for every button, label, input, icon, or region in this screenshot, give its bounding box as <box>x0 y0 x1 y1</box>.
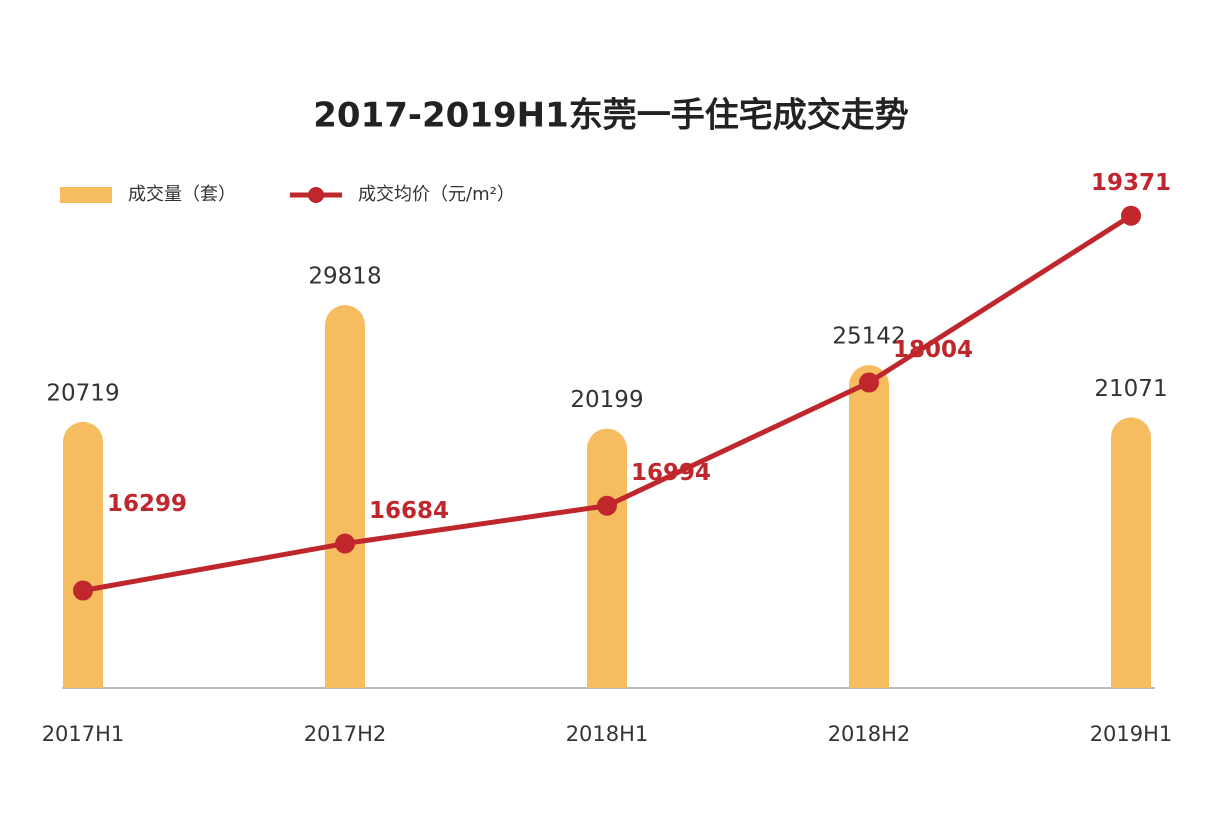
bar <box>1111 417 1151 688</box>
x-tick-label: 2018H2 <box>828 722 911 746</box>
chart-title: 2017-2019H1东莞一手住宅成交走势 <box>313 96 908 136</box>
bar <box>325 305 365 688</box>
bar <box>849 365 889 688</box>
legend-label: 成交量（套） <box>128 184 236 205</box>
value-label: 16684 <box>369 498 449 524</box>
x-tick-label: 2017H2 <box>304 722 387 746</box>
line-point <box>859 372 879 393</box>
x-tick-label: 2017H1 <box>42 722 125 746</box>
value-label: 20719 <box>46 380 119 406</box>
value-label: 21071 <box>1094 376 1167 402</box>
line-point <box>335 533 355 554</box>
value-label: 16994 <box>631 460 711 486</box>
legend-label: 成交均价（元/m²） <box>358 184 515 205</box>
legend-swatch <box>60 187 112 203</box>
line-point <box>73 580 93 601</box>
bar <box>587 428 627 688</box>
value-label: 19371 <box>1091 170 1171 196</box>
line-point <box>1121 205 1141 226</box>
line-point <box>597 495 617 516</box>
x-tick-label: 2019H1 <box>1090 722 1173 746</box>
value-label: 29818 <box>308 264 381 290</box>
legend-swatch <box>308 187 324 203</box>
value-label: 20199 <box>570 387 643 413</box>
x-tick-label: 2018H1 <box>566 722 649 746</box>
value-label: 16299 <box>107 491 187 517</box>
bar <box>63 421 103 688</box>
value-label: 18004 <box>893 337 973 363</box>
value-label: 25142 <box>832 324 905 350</box>
